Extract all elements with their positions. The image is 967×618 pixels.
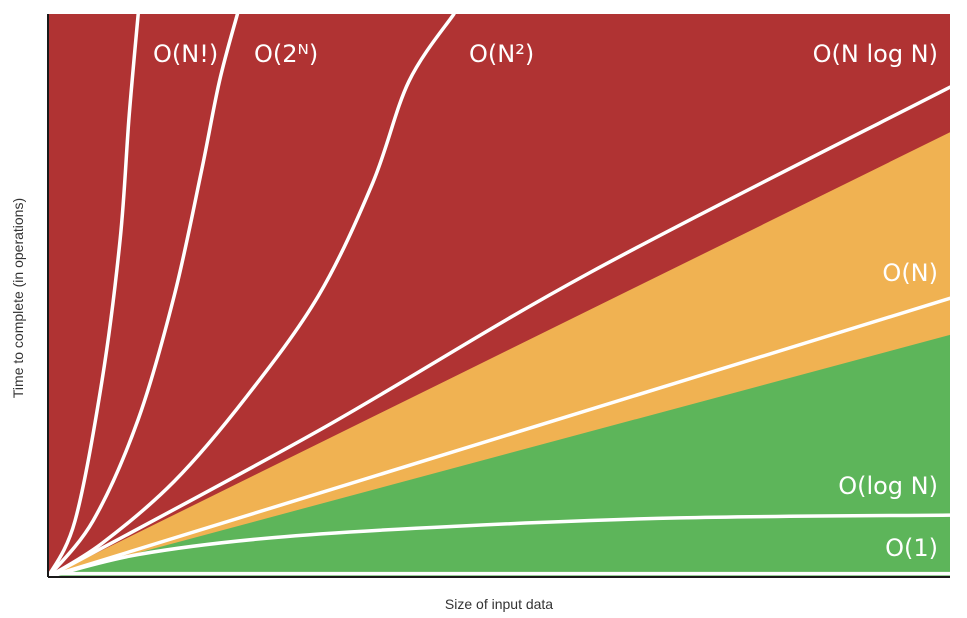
curve-labels-layer: O(N!) O(2ᴺ) O(N²) O(N log N) O(N) O(log N) O(1… (153, 40, 938, 562)
regions-layer (48, 14, 950, 578)
curve-label-1: O(2ᴺ) (254, 40, 318, 68)
curve-label-4: O(N) (882, 259, 938, 287)
curve-label-2: O(N²) (469, 40, 534, 68)
curve-2 (48, 296, 950, 577)
y-axis-label: Time to complete (in operations) (10, 198, 26, 398)
curve-label-0: O(N!) (153, 40, 218, 68)
curve-5 (48, 14, 240, 577)
curve-label-6: O(1) (885, 534, 938, 562)
curve-6 (48, 14, 140, 577)
x-axis-label: Size of input data (445, 596, 553, 612)
curve-label-3: O(N log N) (813, 40, 938, 68)
curve-label-5: O(log N) (838, 472, 938, 500)
curves-layer (48, 14, 950, 577)
curve-3 (48, 85, 950, 577)
curve-1 (48, 513, 950, 577)
curve-4 (48, 14, 456, 577)
